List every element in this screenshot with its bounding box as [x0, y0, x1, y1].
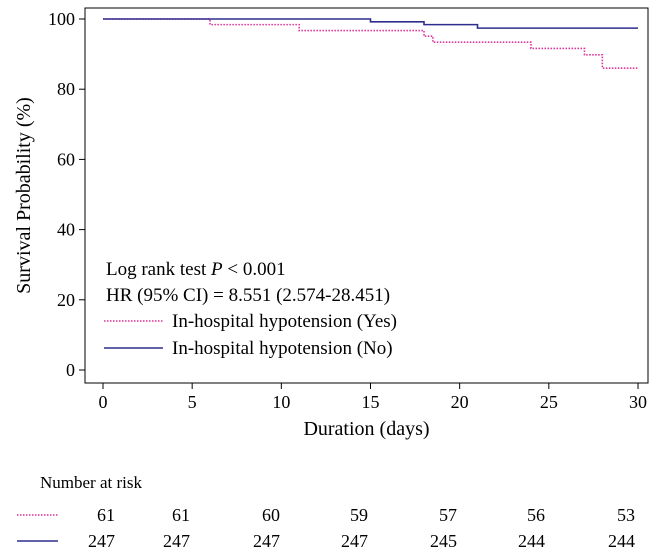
risk-count: 56: [527, 505, 545, 525]
x-tick-label: 25: [540, 392, 558, 412]
risk-count: 247: [341, 531, 368, 551]
risk-count: 57: [439, 505, 457, 525]
risk-count: 247: [88, 531, 115, 551]
x-tick-label: 30: [629, 392, 647, 412]
legend: In-hospital hypotension (Yes) In-hospital…: [104, 311, 397, 359]
y-tick-label: 0: [66, 360, 75, 380]
risk-count: 59: [350, 505, 368, 525]
x-tick-label: 5: [188, 392, 197, 412]
y-tick-label: 40: [57, 220, 75, 240]
y-tick-label: 80: [57, 79, 75, 99]
risk-count: 61: [97, 505, 115, 525]
y-tick-label: 20: [57, 290, 75, 310]
legend-label-yes: In-hospital hypotension (Yes): [172, 311, 397, 332]
y-tick-label: 60: [57, 149, 75, 169]
x-tick-label: 10: [272, 392, 290, 412]
risk-table: Number at risk 61 61 60 59 57 56 53 247 247 247 247…: [17, 473, 635, 551]
log-rank-text: Log rank test P < 0.001: [106, 259, 286, 280]
risk-count: 244: [608, 531, 635, 551]
plot-frame: [84, 7, 649, 384]
y-tick-label: 100: [48, 9, 75, 29]
x-tick-label: 15: [362, 392, 380, 412]
legend-label-no: In-hospital hypotension (No): [172, 338, 393, 359]
risk-count: 244: [518, 531, 545, 551]
risk-count: 60: [262, 505, 280, 525]
risk-count: 53: [617, 505, 635, 525]
series-line-yes: [103, 18, 638, 69]
x-axis-title: Duration (days): [303, 418, 429, 440]
risk-count: 61: [172, 505, 190, 525]
hazard-ratio-text: HR (95% CI) = 8.551 (2.574-28.451): [106, 285, 390, 306]
survival-curves: [103, 18, 638, 69]
risk-count: 245: [430, 531, 457, 551]
risk-table-title: Number at risk: [40, 473, 142, 492]
y-axis-title: Survival Probability (%): [13, 97, 35, 294]
axes: 0 20 40 60 80 100 0 5 10 15 20 25 30 Duration (days) S…: [13, 7, 649, 440]
risk-count: 247: [253, 531, 280, 551]
series-line-no: [103, 18, 638, 29]
x-tick-label: 0: [99, 392, 108, 412]
annotations: Log rank test P < 0.001 HR (95% CI) = 8.…: [106, 259, 390, 306]
risk-count: 247: [163, 531, 190, 551]
x-tick-label: 20: [451, 392, 469, 412]
